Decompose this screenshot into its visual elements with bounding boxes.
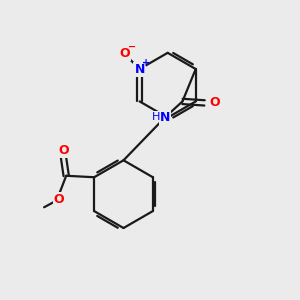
Text: N: N (160, 111, 170, 124)
Text: N: N (134, 62, 145, 76)
Text: O: O (210, 96, 220, 110)
Text: −: − (128, 42, 136, 52)
Text: O: O (119, 47, 130, 60)
Text: O: O (53, 193, 64, 206)
Text: O: O (58, 144, 69, 157)
Text: +: + (142, 58, 150, 68)
Text: H: H (152, 112, 161, 122)
